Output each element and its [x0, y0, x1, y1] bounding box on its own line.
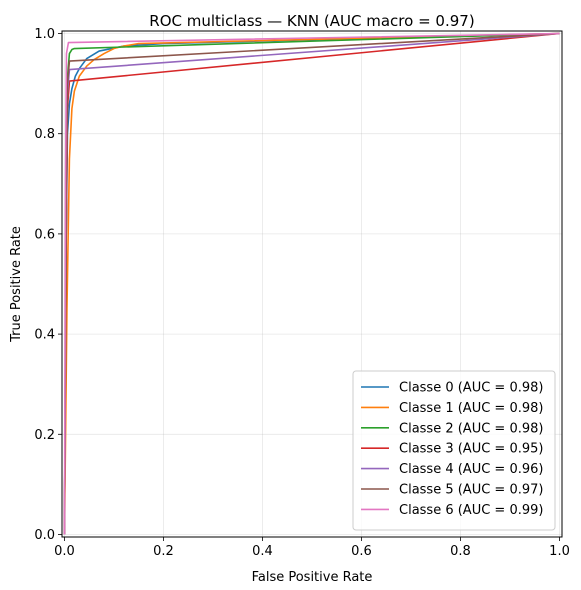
- y-tick-label: 0.4: [34, 328, 55, 343]
- x-tick-label: 0.2: [153, 544, 174, 559]
- roc-curve-classe-6: [63, 32, 560, 535]
- legend-entry-label: Classe 3 (AUC = 0.95): [399, 442, 543, 457]
- y-tick-label: 0.8: [34, 127, 55, 142]
- x-tick-label: 0.0: [54, 544, 75, 559]
- y-tick-label: 0.2: [34, 428, 55, 443]
- legend-entry-label: Classe 5 (AUC = 0.97): [399, 483, 543, 498]
- axis-ticks: 0.0 0.2 0.4 0.6 0.8 1.0 0.0 0.2 0.4 0.6 0.8 1.0: [34, 27, 570, 559]
- legend-entry-label: Classe 4 (AUC = 0.96): [399, 462, 543, 477]
- x-axis-label: False Positive Rate: [252, 570, 373, 585]
- roc-curve-classe-1: [63, 32, 560, 535]
- y-tick-label: 1.0: [34, 27, 55, 42]
- grid: [62, 31, 562, 537]
- x-tick-label: 0.8: [450, 544, 471, 559]
- x-tick-label: 0.4: [252, 544, 273, 559]
- plot-area-frame: [61, 30, 563, 538]
- y-tick-label: 0.6: [34, 227, 55, 242]
- legend-entry-label: Classe 6 (AUC = 0.99): [399, 503, 543, 518]
- chart-title: ROC multiclass — KNN (AUC macro = 0.97): [149, 12, 474, 30]
- legend-entry-label: Classe 1 (AUC = 0.98): [399, 401, 543, 416]
- legend-entry-label: Classe 2 (AUC = 0.98): [399, 421, 543, 436]
- x-tick-label: 1.0: [549, 544, 570, 559]
- legend-entry-label: Classe 0 (AUC = 0.98): [399, 381, 543, 396]
- legend: Classe 0 (AUC = 0.98) Classe 1 (AUC = 0.9…: [352, 370, 556, 531]
- y-axis-label: True Positive Rate: [9, 226, 24, 343]
- y-tick-label: 0.0: [34, 528, 55, 543]
- series-lines: [63, 32, 560, 535]
- legend-box: [352, 370, 556, 531]
- x-tick-label: 0.6: [351, 544, 372, 559]
